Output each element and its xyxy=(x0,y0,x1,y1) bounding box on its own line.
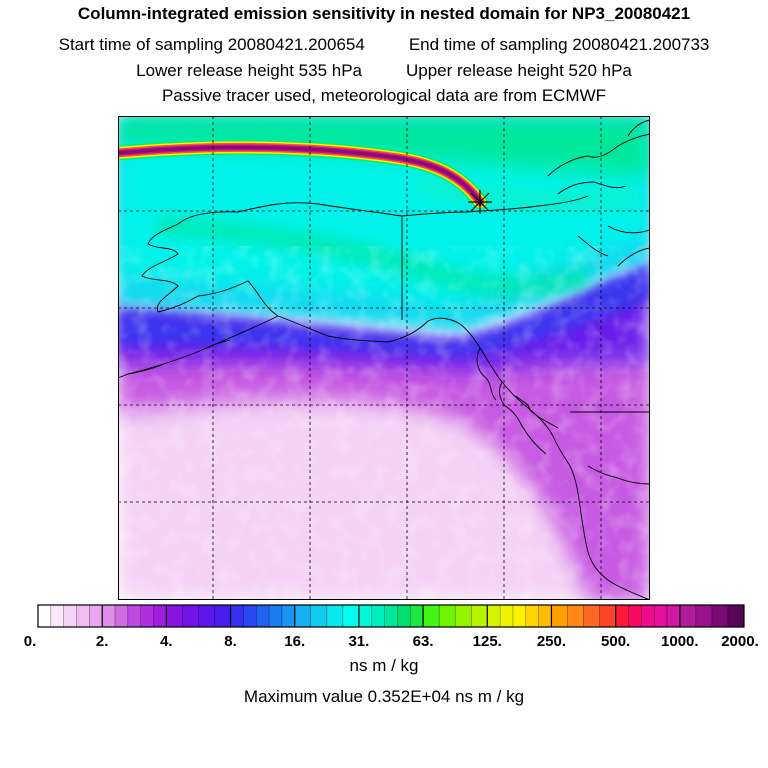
colorbar-tick-label: 63. xyxy=(413,633,434,650)
colorbar: 0. 2. 4. 8. 16. 31. 63. 125. 250. 500. 1000. 2000. xyxy=(24,604,759,650)
colorbar-cell xyxy=(294,605,312,627)
colorbar-tick-label: 250. xyxy=(537,633,566,650)
colorbar-cell xyxy=(423,605,440,627)
colorbar-cell xyxy=(567,605,584,627)
colorbar-cell xyxy=(50,605,65,627)
colorbar-cell xyxy=(269,605,283,627)
colorbar-cell xyxy=(89,605,103,627)
colorbar-cell xyxy=(182,605,199,627)
colorbar-cell xyxy=(326,605,344,627)
trajectory-plume xyxy=(118,139,488,210)
colorbar-cell xyxy=(727,605,745,627)
colorbar-ticks xyxy=(50,605,729,627)
maximum-value-label: Maximum value 0.352E+04 ns m / kg xyxy=(243,687,525,706)
colorbar-tick-label: 8. xyxy=(224,633,237,650)
colorbar-cell xyxy=(310,605,328,627)
colorbar-tick-label: 1000. xyxy=(661,633,699,650)
colorbar-cells xyxy=(38,605,745,627)
colorbar-cell xyxy=(281,605,296,627)
colorbar-cell xyxy=(140,605,154,627)
colorbar-labels: 0. 2. 4. 8. 16. 31. 63. 125. 250. 500. 1000. 2000. xyxy=(24,633,759,650)
colorbar-cell xyxy=(198,605,215,627)
colorbar-cell xyxy=(410,605,424,627)
colorbar-cell xyxy=(342,605,360,627)
colorbar-cell xyxy=(63,605,77,627)
plot-title: Column-integrated emission sensitivity i… xyxy=(77,4,691,23)
colorbar-cell xyxy=(439,605,456,627)
colorbar-tick-label: 500. xyxy=(601,633,630,650)
colorbar-tick-label: 31. xyxy=(348,633,369,650)
upper-release-height-label: Upper release height 520 hPa xyxy=(406,61,632,80)
lower-release-height-label: Lower release height 535 hPa xyxy=(136,61,362,80)
colorbar-tick-label: 0. xyxy=(24,633,37,650)
colorbar-cell xyxy=(166,605,183,627)
colorbar-cell xyxy=(538,605,552,627)
colorbar-tick-label: 2. xyxy=(96,633,109,650)
colorbar-cell xyxy=(214,605,231,627)
colorbar-cell xyxy=(38,605,52,627)
colorbar-cell xyxy=(127,605,142,627)
colorbar-cell xyxy=(599,605,617,627)
colorbar-cell xyxy=(76,605,90,627)
colorbar-frame xyxy=(37,604,745,628)
colorbar-cell xyxy=(695,605,713,627)
colorbar-cell xyxy=(102,605,116,627)
colorbar-cell xyxy=(358,605,373,627)
colorbar-cell xyxy=(641,605,655,627)
colorbar-cell xyxy=(371,605,385,627)
colorbar-tick-label: 125. xyxy=(473,633,502,650)
colorbar-cell xyxy=(679,605,697,627)
colorbar-cell xyxy=(711,605,729,627)
colorbar-tick-label: 4. xyxy=(160,633,173,650)
colorbar-cell xyxy=(115,605,129,627)
colorbar-cell xyxy=(243,605,257,627)
start-time-label: Start time of sampling 20080421.200654 xyxy=(58,35,365,54)
colorbar-cell xyxy=(628,605,642,627)
colorbar-cell xyxy=(551,605,568,627)
colorbar-cell xyxy=(153,605,167,627)
colorbar-cell xyxy=(654,605,668,627)
colorbar-unit: ns m / kg xyxy=(349,656,419,675)
colorbar-cell xyxy=(500,605,514,627)
colorbar-cell xyxy=(471,605,488,627)
colorbar-cell xyxy=(256,605,270,627)
colorbar-cell xyxy=(525,605,540,627)
colorbar-cell xyxy=(230,605,244,627)
release-heights: Lower release height 535 hPa Upper releas… xyxy=(0,61,768,81)
sampling-times: Start time of sampling 20080421.200654 En… xyxy=(0,35,768,55)
map-frame xyxy=(118,116,650,600)
sensitivity-field xyxy=(118,116,650,600)
plot-subtitle: Passive tracer used, meteorological data… xyxy=(161,86,607,105)
colorbar-cell xyxy=(615,605,629,627)
sensitivity-map xyxy=(118,116,650,600)
colorbar-cell xyxy=(512,605,527,627)
lat-lon-grid xyxy=(118,116,650,600)
colorbar-cell xyxy=(666,605,681,627)
colorbar-tick-label: 2000. xyxy=(721,633,759,650)
colorbar-cell xyxy=(397,605,411,627)
colorbar-tick-label: 16. xyxy=(284,633,305,650)
end-time-label: End time of sampling 20080421.200733 xyxy=(408,35,710,54)
coastlines xyxy=(118,119,650,600)
colorbar-cell xyxy=(583,605,600,627)
release-location-marker xyxy=(468,190,492,214)
colorbar-cell xyxy=(487,605,501,627)
colorbar-cell xyxy=(384,605,398,627)
colorbar-cell xyxy=(455,605,472,627)
